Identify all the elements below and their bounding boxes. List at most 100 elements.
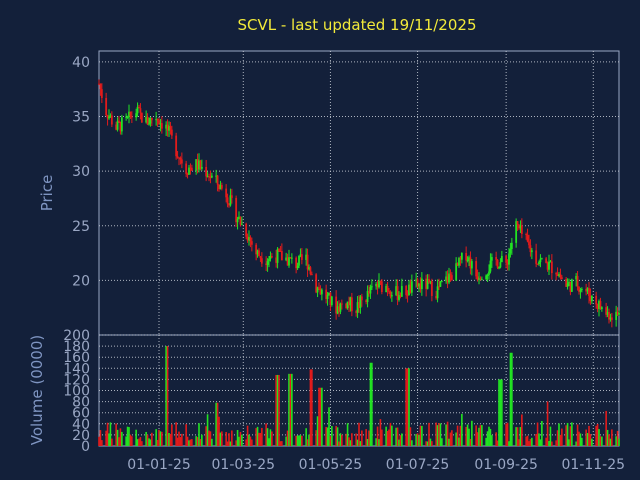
volume-bar — [191, 439, 193, 446]
volume-bar — [385, 426, 387, 446]
candle-body — [588, 288, 590, 296]
volume-gridlines — [99, 334, 619, 446]
volume-bar — [186, 436, 189, 446]
candle-body — [160, 123, 163, 129]
candle-body — [446, 276, 449, 283]
candle-body — [510, 242, 513, 249]
candle-body — [279, 250, 282, 252]
price-gridlines — [99, 51, 619, 335]
candle-body — [456, 263, 459, 266]
volume-bar — [355, 433, 357, 446]
candle-body — [110, 115, 113, 125]
candle-body — [309, 267, 312, 275]
candle-body — [460, 253, 463, 260]
candle-body — [570, 279, 573, 292]
volume-bar — [516, 427, 519, 446]
volume-bar — [451, 430, 453, 446]
volume-bar — [245, 439, 247, 446]
volume-bar — [375, 438, 377, 446]
candle-body — [389, 291, 392, 297]
candle-body — [546, 262, 549, 270]
candle-body — [555, 273, 558, 275]
candle-body — [379, 280, 382, 282]
candle-body — [310, 274, 313, 276]
candle-body — [285, 257, 288, 261]
date-tick-label: 01-03-25 — [212, 457, 276, 473]
candle-body — [265, 263, 268, 265]
volume-bar — [235, 440, 237, 446]
candle-body — [405, 286, 408, 296]
volume-bar — [488, 426, 490, 446]
candle-body — [436, 286, 439, 299]
volume-bar — [506, 422, 509, 446]
volume-bar — [388, 429, 390, 446]
candle-body — [185, 163, 188, 174]
volume-bar — [606, 429, 609, 446]
volume-bar — [246, 425, 249, 446]
candle-body — [158, 120, 160, 125]
candle-body — [425, 278, 428, 289]
volume-bar — [291, 373, 293, 446]
volume-bar — [546, 401, 549, 446]
candle-body — [430, 281, 433, 296]
candle-body — [618, 313, 620, 315]
volume-bar — [136, 439, 139, 446]
volume-bar — [308, 434, 310, 446]
volume-bar — [371, 362, 373, 446]
volume-bar — [351, 433, 353, 446]
candle-body — [320, 289, 323, 295]
volume-bar — [286, 430, 289, 446]
volume-bar — [265, 423, 267, 446]
candle-body — [370, 286, 373, 288]
candle-body — [236, 219, 239, 223]
volume-bar — [321, 387, 323, 446]
candle-body — [500, 255, 503, 263]
candle-body — [258, 250, 260, 257]
candle-body — [406, 295, 409, 297]
volume-bar — [605, 410, 607, 446]
volume-bar — [545, 437, 547, 446]
candle-body — [369, 286, 372, 294]
volume-bar — [558, 423, 560, 446]
volume-bar — [478, 427, 480, 446]
candle-body — [268, 258, 270, 262]
candle-body — [189, 167, 192, 169]
volume-bar — [396, 427, 399, 446]
volume-bar — [175, 422, 177, 446]
candle-body — [259, 256, 262, 259]
candle-body — [129, 111, 132, 117]
volume-bar — [471, 420, 473, 446]
candle-body — [230, 195, 233, 198]
volume-tick-label: 80 — [72, 395, 90, 411]
candle-body — [520, 225, 523, 235]
candle-body — [409, 284, 412, 293]
candle-body — [328, 292, 330, 295]
volume-bar — [189, 439, 192, 446]
candle-body — [358, 302, 360, 309]
volume-bar — [596, 423, 599, 446]
volume-bar — [229, 441, 232, 446]
candle-body — [98, 83, 100, 85]
candle-body — [145, 116, 148, 123]
volume-bar — [496, 440, 499, 446]
candle-body — [378, 280, 380, 288]
volume-bar — [431, 441, 433, 446]
volume-bar — [315, 430, 317, 446]
candle-body — [330, 296, 333, 306]
candle-body — [349, 297, 352, 306]
volume-bar — [578, 431, 580, 446]
volume-bar — [609, 438, 612, 446]
candle-body — [478, 278, 480, 280]
volume-bar — [618, 438, 620, 446]
volume-bar — [549, 426, 552, 446]
volume-bar — [121, 431, 123, 446]
candle-body — [215, 175, 218, 177]
volume-bar — [128, 427, 130, 446]
volume-bar — [468, 428, 470, 446]
volume-bar — [285, 436, 287, 446]
candle-body — [196, 159, 199, 170]
volume-bar — [455, 432, 457, 446]
volume-bar — [288, 373, 290, 446]
volume-bar — [369, 362, 372, 446]
volume-bar — [386, 431, 389, 446]
